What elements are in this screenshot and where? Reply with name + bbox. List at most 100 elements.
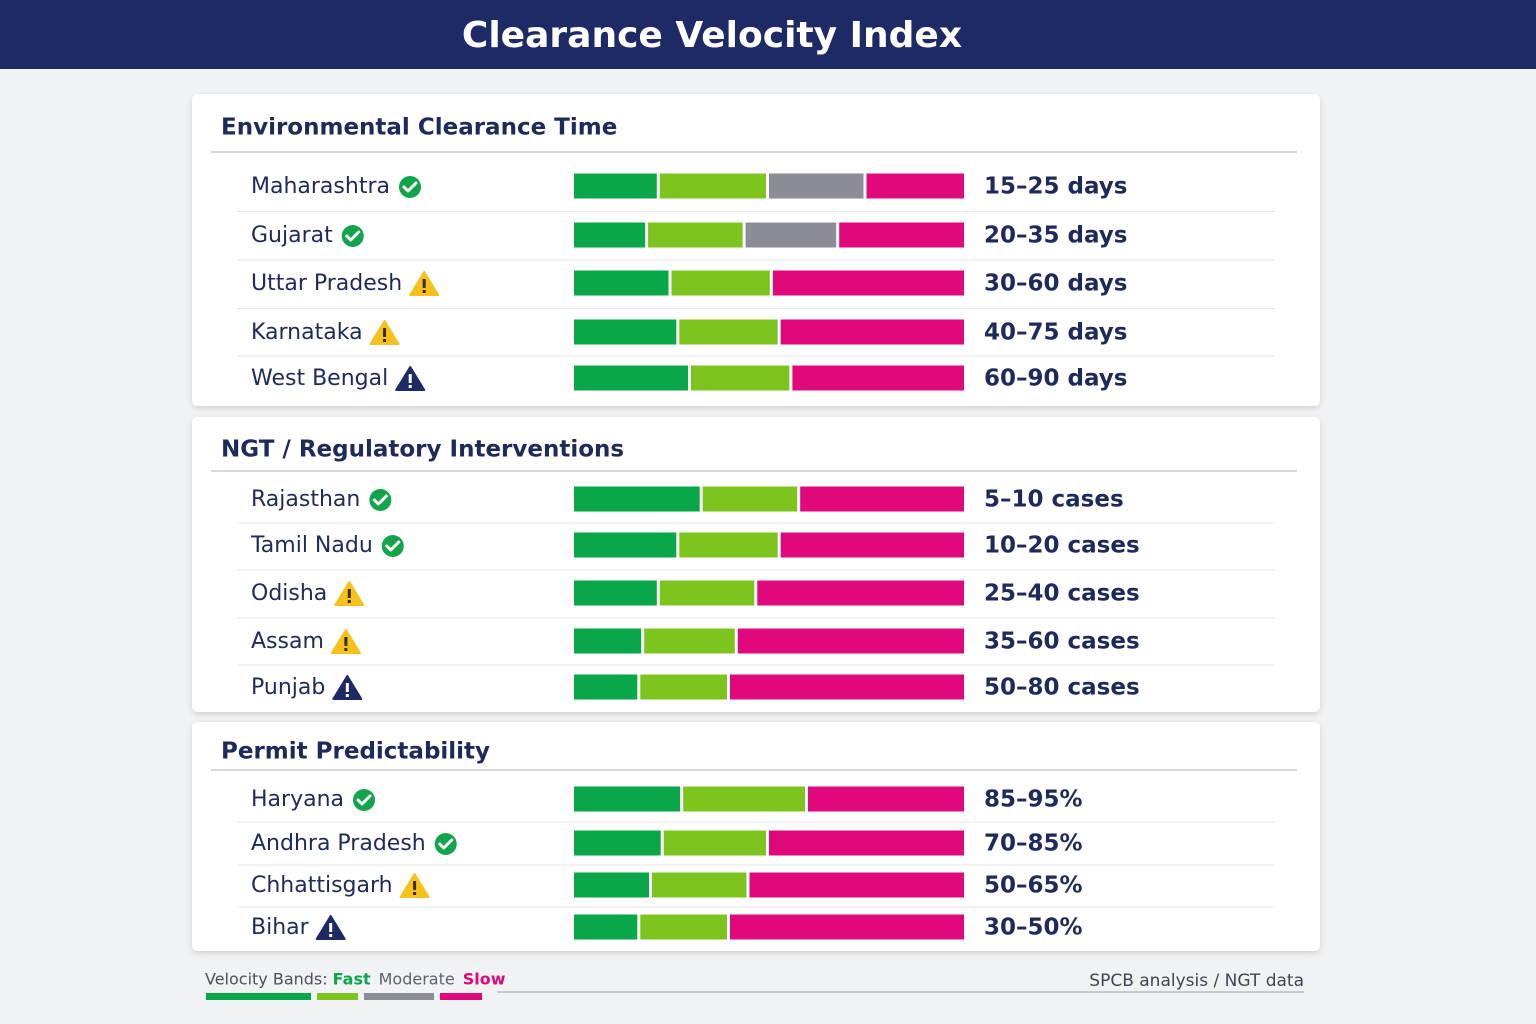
section-title: Permit Predictability <box>221 739 490 765</box>
status-alert-dot <box>408 385 412 388</box>
row-value: 35–60 cases <box>984 629 1140 655</box>
row-label: Tamil Nadu <box>250 533 373 558</box>
bar-segment <box>839 222 964 248</box>
row-value: 50–80 cases <box>984 675 1140 701</box>
status-warn-mark <box>383 328 387 337</box>
bar-segment <box>574 830 661 856</box>
bar-segment <box>574 319 677 345</box>
bar-segment <box>679 532 778 558</box>
status-ok-check <box>385 540 401 552</box>
status-warn-mark <box>422 279 426 288</box>
bar-segment <box>574 486 700 512</box>
bar-segment <box>574 580 657 606</box>
bar-segment <box>671 270 770 296</box>
bar-segment <box>640 674 727 700</box>
status-alert-mark <box>329 923 333 932</box>
status-warn-mark <box>413 881 417 890</box>
status-warn-dot <box>413 892 417 895</box>
row-value: 25–40 cases <box>984 581 1140 607</box>
legend-swatch <box>364 993 434 1000</box>
status-alert-dot <box>329 934 333 937</box>
status-alert-mark <box>408 374 412 383</box>
bar-segment <box>730 914 964 940</box>
row-label: Chhattisgarh <box>251 873 393 898</box>
row-label: Karnataka <box>251 320 363 345</box>
row-value: 10–20 cases <box>984 533 1140 559</box>
section-card <box>192 417 1320 712</box>
bar-segment <box>663 830 766 856</box>
bar-segment <box>792 365 964 391</box>
bar-segment <box>702 486 798 512</box>
bar-segment <box>749 872 964 898</box>
row-value: 30–60 days <box>984 271 1127 297</box>
status-warn-mark <box>347 589 351 598</box>
legend-swatch <box>317 993 358 1000</box>
legend-swatch <box>440 993 482 1000</box>
source-note: SPCB analysis / NGT data <box>1089 971 1304 991</box>
bar-segment <box>800 486 964 512</box>
bar-segment <box>574 222 646 248</box>
bar-segment <box>780 532 964 558</box>
bar-segment <box>640 914 727 940</box>
status-ok-check <box>372 494 388 506</box>
row-value: 20–35 days <box>984 223 1127 249</box>
header-bar <box>0 0 1536 69</box>
section-title: NGT / Regulatory Interventions <box>221 437 624 463</box>
bar-segment <box>644 628 735 654</box>
status-alert-mark <box>345 683 349 692</box>
status-warn-mark <box>344 637 348 646</box>
status-ok-check <box>356 794 372 806</box>
row-value: 70–85% <box>984 831 1083 857</box>
bar-segment <box>648 222 743 248</box>
row-label: Assam <box>251 629 324 654</box>
legend-swatch <box>206 993 311 1000</box>
bar-segment <box>574 532 677 558</box>
row-label: Punjab <box>251 675 325 700</box>
row-value: 30–50% <box>984 915 1083 941</box>
bar-segment <box>652 872 747 898</box>
row-value: 5–10 cases <box>984 487 1124 513</box>
bar-segment <box>659 173 766 199</box>
bar-segment <box>659 580 755 606</box>
bar-segment <box>745 222 837 248</box>
row-label: Rajasthan <box>251 487 360 512</box>
bar-segment <box>769 173 864 199</box>
row-label: Odisha <box>251 581 327 606</box>
legend-item: Fast <box>333 970 371 989</box>
bar-segment <box>772 270 964 296</box>
bar-segment <box>574 365 688 391</box>
status-ok-check <box>438 838 454 850</box>
status-ok-check <box>402 181 418 193</box>
legend-label: Velocity Bands: <box>205 970 328 989</box>
bar-segment <box>866 173 964 199</box>
row-value: 40–75 days <box>984 320 1127 346</box>
row-value: 50–65% <box>984 873 1083 899</box>
bar-segment <box>574 674 638 700</box>
bar-segment <box>574 872 649 898</box>
status-warn-dot <box>344 648 348 651</box>
bar-segment <box>574 173 657 199</box>
legend-item: Slow <box>463 970 506 989</box>
section-card <box>192 94 1320 406</box>
bar-segment <box>679 319 778 345</box>
row-label: Andhra Pradesh <box>251 831 426 856</box>
row-value: 15–25 days <box>984 174 1127 200</box>
status-warn-dot <box>347 600 351 603</box>
row-label: Uttar Pradesh <box>251 271 402 296</box>
section-title: Environmental Clearance Time <box>221 115 617 141</box>
bar-segment <box>683 786 805 812</box>
status-warn-dot <box>383 339 387 342</box>
legend-item: Moderate <box>379 970 455 989</box>
row-label: Maharashtra <box>251 174 390 199</box>
page-title: Clearance Velocity Index <box>462 15 962 56</box>
row-label: Gujarat <box>251 223 333 248</box>
row-label: West Bengal <box>251 366 388 391</box>
bar-segment <box>769 830 964 856</box>
bar-segment <box>808 786 964 812</box>
row-value: 60–90 days <box>984 366 1127 392</box>
bar-segment <box>574 914 638 940</box>
row-value: 85–95% <box>984 787 1083 813</box>
bar-segment <box>574 628 642 654</box>
